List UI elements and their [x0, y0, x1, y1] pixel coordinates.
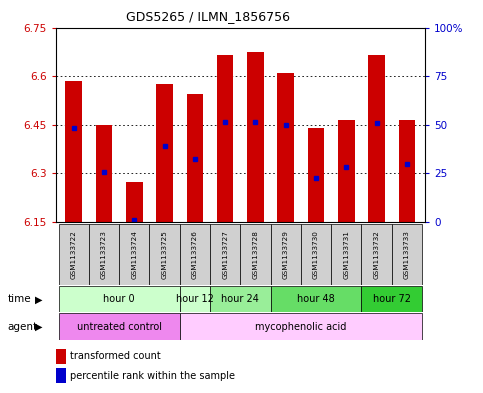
Bar [180, 286, 210, 312]
Text: percentile rank within the sample: percentile rank within the sample [70, 371, 235, 381]
Bar [186, 94, 203, 222]
Bar [392, 224, 422, 285]
Bar [210, 286, 270, 312]
Text: GSM1133728: GSM1133728 [253, 230, 258, 279]
Text: GSM1133730: GSM1133730 [313, 230, 319, 279]
Text: hour 12: hour 12 [176, 294, 214, 304]
Text: hour 24: hour 24 [221, 294, 259, 304]
Text: GSM1133726: GSM1133726 [192, 230, 198, 279]
Bar [180, 224, 210, 285]
Bar [56, 368, 66, 383]
Bar [398, 120, 415, 222]
Bar [241, 224, 270, 285]
Bar [210, 224, 241, 285]
Bar [96, 125, 113, 222]
Text: GSM1133724: GSM1133724 [131, 230, 137, 279]
Text: GSM1133725: GSM1133725 [162, 230, 168, 279]
Bar [247, 52, 264, 222]
Text: hour 48: hour 48 [297, 294, 335, 304]
Bar [301, 224, 331, 285]
Bar [277, 73, 294, 222]
Bar [270, 286, 361, 312]
Bar [89, 224, 119, 285]
Text: untreated control: untreated control [77, 321, 162, 332]
Bar [180, 313, 422, 340]
Text: GSM1133727: GSM1133727 [222, 230, 228, 279]
Bar [156, 84, 173, 222]
Bar [58, 313, 180, 340]
Text: GSM1133722: GSM1133722 [71, 230, 77, 279]
Bar [65, 81, 82, 222]
Text: mycophenolic acid: mycophenolic acid [255, 321, 347, 332]
Bar [217, 55, 233, 222]
Bar [361, 286, 422, 312]
Text: hour 72: hour 72 [373, 294, 411, 304]
Text: GSM1133731: GSM1133731 [343, 230, 349, 279]
Bar [368, 55, 385, 222]
Text: ▶: ▶ [35, 294, 43, 305]
Text: GSM1133732: GSM1133732 [373, 230, 380, 279]
Text: agent: agent [7, 322, 37, 332]
Bar [58, 224, 89, 285]
Bar [361, 224, 392, 285]
Bar [58, 286, 180, 312]
Text: GSM1133733: GSM1133733 [404, 230, 410, 279]
Text: GSM1133729: GSM1133729 [283, 230, 289, 279]
Text: GDS5265 / ILMN_1856756: GDS5265 / ILMN_1856756 [126, 10, 290, 23]
Text: ▶: ▶ [35, 322, 43, 332]
Bar [270, 224, 301, 285]
Text: time: time [7, 294, 31, 305]
Text: transformed count: transformed count [70, 351, 161, 361]
Bar [308, 128, 325, 222]
Text: GSM1133723: GSM1133723 [101, 230, 107, 279]
Bar [149, 224, 180, 285]
Bar [338, 120, 355, 222]
Bar [119, 224, 149, 285]
Bar [126, 182, 142, 222]
Text: hour 0: hour 0 [103, 294, 135, 304]
Bar [56, 349, 66, 364]
Bar [331, 224, 361, 285]
